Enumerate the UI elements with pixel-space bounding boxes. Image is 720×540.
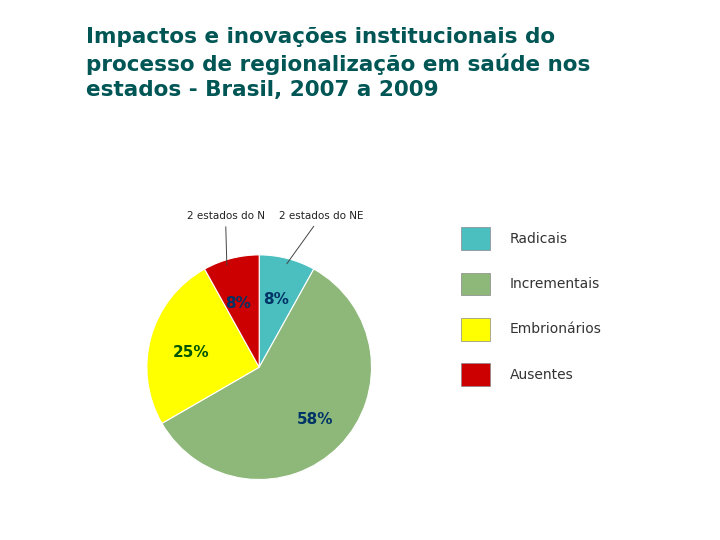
- Text: 2 estados do NE: 2 estados do NE: [279, 211, 363, 264]
- Text: 2 estados do N: 2 estados do N: [186, 211, 264, 265]
- FancyBboxPatch shape: [461, 273, 490, 295]
- Text: 58%: 58%: [297, 412, 333, 427]
- Wedge shape: [204, 255, 259, 367]
- Text: Impactos e inovações institucionais do
processo de regionalização em saúde nos
e: Impactos e inovações institucionais do p…: [86, 27, 591, 100]
- Wedge shape: [162, 269, 372, 480]
- Wedge shape: [259, 255, 314, 367]
- FancyBboxPatch shape: [461, 318, 490, 341]
- Text: 8%: 8%: [264, 292, 289, 307]
- Text: Embrionários: Embrionários: [510, 322, 602, 336]
- FancyBboxPatch shape: [43, 0, 706, 227]
- FancyBboxPatch shape: [461, 227, 490, 250]
- Text: Incrementais: Incrementais: [510, 277, 600, 291]
- Text: Ausentes: Ausentes: [510, 368, 574, 382]
- Text: 25%: 25%: [173, 345, 210, 360]
- Text: 8%: 8%: [225, 295, 251, 310]
- Wedge shape: [147, 269, 259, 423]
- Text: Radicais: Radicais: [510, 232, 568, 246]
- FancyBboxPatch shape: [461, 363, 490, 386]
